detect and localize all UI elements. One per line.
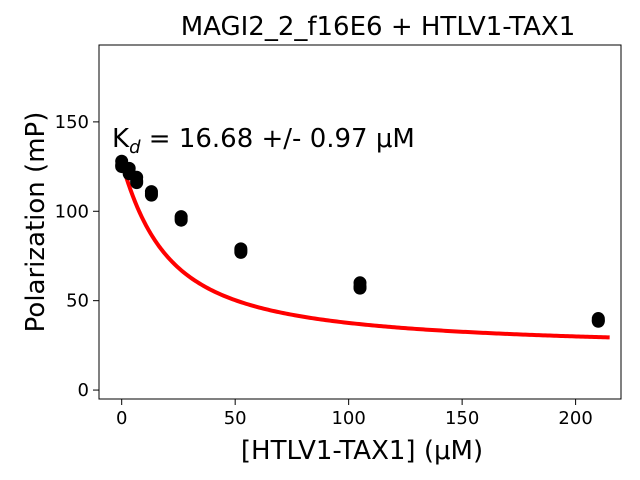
chart-title: MAGI2_2_f16E6 + HTLV1-TAX1 [181,12,576,42]
fit-curve-layer [119,161,610,340]
data-points-layer [115,154,605,328]
y-tick-label: 0 [78,380,89,401]
data-point [234,245,248,259]
data-point [130,176,144,190]
y-axis-ticks: 0 50 100 150 [55,112,99,401]
kd-value: = 16.68 +/- 0.97 μM [141,124,415,154]
x-tick-label: 150 [445,408,479,429]
x-axis-ticks: 0 50 100 150 200 [116,399,593,429]
plot-area [98,44,622,400]
kd-subscript: d [129,137,141,158]
kd-symbol: K [112,124,130,154]
x-axis-title: [HTLV1-TAX1] (μM) [241,436,483,466]
data-point [174,213,188,227]
x-tick-label: 200 [558,408,592,429]
y-tick-label: 50 [66,291,89,312]
x-tick-label: 0 [116,408,127,429]
x-tick-label: 100 [331,408,365,429]
y-axis-title: Polarization (mP) [21,112,51,333]
plot-frame [98,44,622,400]
kd-annotation: Kd = 16.68 +/- 0.97 μM [112,124,415,158]
data-point [144,188,158,202]
data-point [591,314,605,328]
fit-curve [119,161,610,340]
y-tick-label: 100 [55,201,89,222]
x-tick-label: 50 [224,408,247,429]
data-point [353,281,367,295]
y-tick-label: 150 [55,112,89,133]
